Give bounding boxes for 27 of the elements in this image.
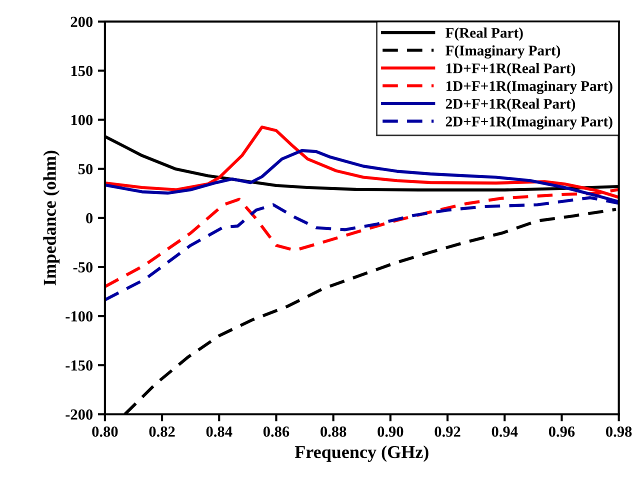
legend-label: 1D+F+1R(Imaginary Part) [446, 80, 612, 94]
y-tick-label: 200 [70, 16, 93, 28]
legend-label: F(Real Part) [446, 28, 523, 41]
y-tick-label: 150 [71, 66, 93, 76]
x-tick-label: 0.82 [149, 426, 175, 437]
x-tick-label: 0.94 [492, 426, 518, 437]
x-tick-label: 0.88 [320, 426, 346, 437]
x-tick-label: 0.96 [548, 426, 575, 437]
x-tick-label: 0.92 [434, 426, 460, 437]
y-tick-label: 50 [78, 164, 93, 174]
legend-label: 2D+F+1R(Real Part) [446, 98, 576, 112]
y-tick-label: 100 [71, 114, 93, 126]
x-axis-title: Frequency (GHz) [294, 445, 428, 462]
y-tick-label: -150 [66, 360, 93, 371]
y-tick-label: -200 [66, 409, 93, 420]
x-tick-label: 0.86 [263, 426, 290, 437]
y-axis-title: Impedance (ohm) [43, 150, 60, 286]
y-tick-label: 0 [86, 213, 93, 224]
legend-label: 1D+F+1R(Real Part) [446, 63, 576, 76]
y-tick-label: -100 [66, 311, 93, 322]
x-tick-label: 0.84 [206, 426, 232, 437]
x-tick-label: 0.90 [378, 426, 404, 437]
x-tick-label: 0.80 [92, 426, 118, 437]
legend-label: F(Imaginary Part) [446, 45, 560, 59]
y-tick-label: -50 [73, 262, 93, 272]
legend-label: 2D+F+1R(Imaginary Part) [446, 116, 612, 130]
x-tick-label: 0.98 [606, 426, 632, 437]
